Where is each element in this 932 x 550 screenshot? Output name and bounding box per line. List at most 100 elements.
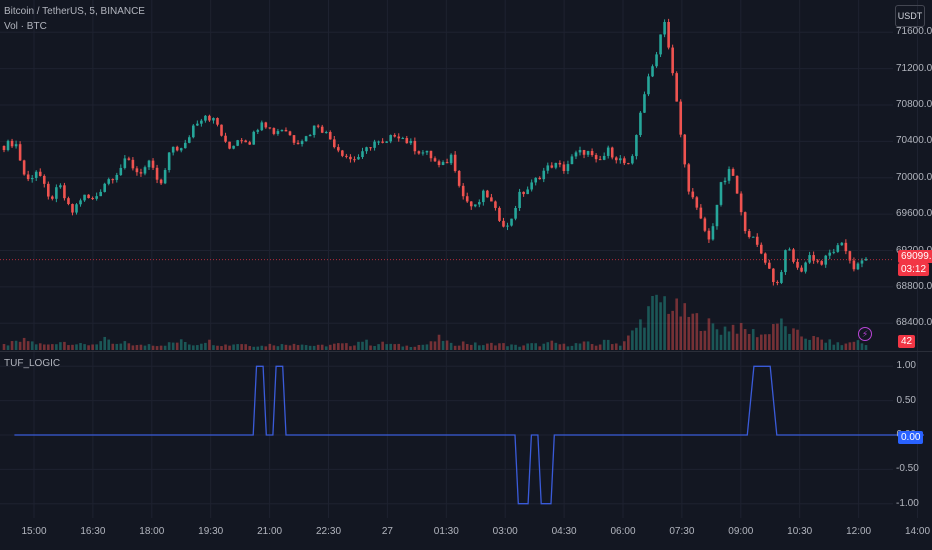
price-axis-label: 69600.00 (896, 208, 932, 220)
candle-body (679, 101, 683, 135)
candle-body (14, 144, 18, 147)
candle-body (502, 220, 505, 227)
volume-bar (83, 344, 86, 350)
candle-body (610, 147, 614, 158)
indicator-chart[interactable] (0, 352, 932, 518)
volume-bar (308, 345, 312, 350)
volume-bar (506, 346, 509, 350)
volume-bar (119, 343, 123, 350)
volume-bar (465, 344, 469, 350)
candle-body (433, 158, 437, 162)
candle-body (631, 156, 634, 164)
price-chart[interactable] (0, 0, 932, 351)
candle-body (320, 126, 324, 133)
volume-bar (759, 334, 763, 350)
candle-body (163, 170, 167, 184)
candle-body (784, 250, 787, 273)
candle-body (550, 165, 554, 168)
candle-body (719, 182, 723, 205)
volume-bar (663, 296, 666, 350)
volume-bar (522, 345, 525, 350)
candle-body (280, 129, 284, 132)
lightning-bolt-icon[interactable]: ⚡ (858, 327, 872, 341)
indicator-axis-label: -1.00 (896, 497, 919, 509)
volume-bar (389, 343, 392, 350)
volume-bar (723, 326, 727, 350)
volume-bar (763, 334, 767, 350)
candle-body (99, 191, 102, 197)
candle-body (151, 160, 155, 168)
volume-bar (220, 346, 223, 350)
volume-bar (208, 339, 211, 350)
candle-body (655, 54, 658, 67)
candle-body (111, 179, 115, 181)
indicator-axis-label: 0.50 (896, 394, 916, 406)
volume-bar (623, 341, 626, 350)
volume-bar (751, 329, 755, 350)
volume-bar (800, 336, 803, 350)
volume-bar (518, 346, 521, 350)
candle-body (526, 189, 529, 195)
candle-body (602, 155, 606, 160)
volume-bar (792, 328, 795, 350)
candle-body (635, 135, 638, 157)
volume-bar (59, 342, 62, 350)
symbol-legend[interactable]: Bitcoin / TetherUS, 5, BINANCE (4, 6, 145, 17)
candle-body (534, 177, 538, 183)
indicator-pane[interactable]: TUF_LOGIC 1.000.500.00-0.50-1.00 0.00 (0, 352, 932, 518)
volume-bar (167, 342, 171, 350)
candle-body (812, 255, 815, 261)
candle-body (695, 197, 699, 208)
price-axis-label: 70800.00 (896, 99, 932, 111)
volume-bar (30, 341, 34, 350)
candle-body (67, 198, 70, 205)
candle-body (328, 132, 332, 140)
candle-body (618, 158, 622, 161)
volume-bar (349, 346, 352, 350)
volume-bar (542, 343, 546, 350)
volume-bar (562, 343, 566, 350)
candle-body (401, 138, 405, 140)
volume-bar (256, 346, 260, 350)
volume-bar (14, 340, 18, 350)
volume-bar (212, 345, 215, 350)
volume-bar (558, 344, 562, 350)
volume-bar (473, 342, 477, 350)
candle-body (256, 130, 260, 132)
time-axis[interactable]: 15:00 16:30 18:00 19:30 21:00 22:30 27 01:30 03:… (0, 518, 932, 550)
volume-bar (183, 341, 187, 350)
candle-body (83, 194, 86, 201)
candle-body (574, 152, 578, 157)
volume-bar (196, 345, 199, 350)
time-axis-label: 16:30 (80, 526, 106, 537)
candle-body (469, 201, 473, 207)
last-price-tag: 69099.22 (898, 250, 932, 263)
indicator-legend[interactable]: TUF_LOGIC (4, 358, 61, 369)
candle-body (759, 244, 763, 254)
time-axis-label: 15:00 (21, 526, 47, 537)
currency-button[interactable]: USDT (895, 5, 925, 27)
candle-body (22, 160, 26, 175)
candle-body (75, 204, 78, 213)
volume-bar (530, 343, 533, 350)
volume-bar (139, 344, 143, 350)
candle-body (836, 245, 840, 252)
candle-body (369, 147, 372, 149)
volume-bar (719, 334, 723, 350)
volume-bar (602, 339, 606, 350)
volume-bar (772, 324, 775, 350)
candle-body (377, 141, 380, 143)
pane-separator[interactable] (0, 351, 932, 352)
time-axis-label: 12:00 (846, 526, 872, 537)
volume-bar (864, 345, 868, 350)
volume-bar (127, 343, 131, 350)
volume-bar (187, 344, 191, 350)
volume-bar (91, 344, 94, 350)
candle-body (159, 179, 163, 184)
candle-body (296, 142, 300, 145)
volume-bar (63, 341, 66, 350)
price-chart-pane[interactable]: Bitcoin / TetherUS, 5, BINANCE Vol · BTC… (0, 0, 932, 351)
candle-body (804, 262, 807, 272)
price-axis[interactable]: 71600.00 71200.00 70800.00 70400.00 70000.00… (896, 0, 932, 351)
volume-legend[interactable]: Vol · BTC (4, 21, 47, 32)
